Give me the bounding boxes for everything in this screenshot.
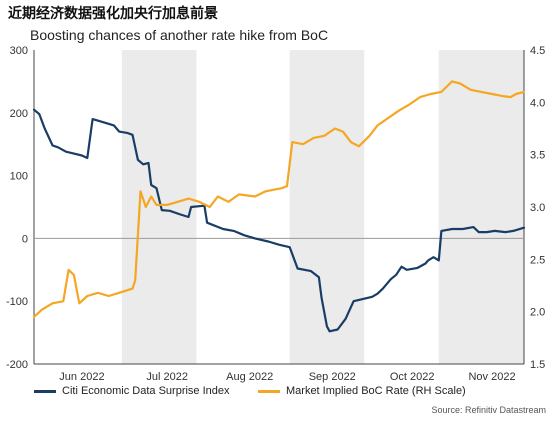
legend-swatch-citi: [34, 389, 56, 393]
legend-item-boc: Market Implied BoC Rate (RH Scale): [258, 385, 466, 397]
x-tick-label: Jul 2022: [146, 371, 188, 383]
x-tick-label: Aug 2022: [226, 371, 273, 383]
chart-axes: [33, 50, 525, 365]
y-left-tick-label: -100: [6, 296, 28, 308]
shaded-period-0: [121, 50, 197, 364]
x-tick-label: Nov 2022: [468, 371, 515, 383]
y-left-tick-label: 0: [22, 233, 28, 245]
chart-subtitle: Boosting chances of another rate hike fr…: [30, 27, 329, 43]
legend-label-boc: Market Implied BoC Rate (RH Scale): [286, 385, 466, 397]
y-left-tick-label: 300: [10, 45, 28, 57]
y-left-tick-label: 100: [10, 171, 28, 183]
chart-title: 近期经济数据强化加央行加息前景: [8, 5, 218, 21]
y-right-tick-label: 4.5: [530, 45, 545, 57]
x-tick-label: Oct 2022: [390, 371, 435, 383]
y-right-tick-label: 4.0: [530, 97, 545, 109]
chart-lines: [32, 80, 526, 333]
y-right-tick-label: 3.0: [530, 202, 545, 214]
source-note: Source: Refinitiv Datastream: [431, 405, 546, 415]
y-left-tick-label: -200: [6, 359, 28, 371]
shaded-period-1: [289, 50, 365, 364]
shaded-periods: [121, 50, 524, 364]
shaded-period-2: [438, 50, 524, 364]
y-right-tick-label: 2.0: [530, 307, 545, 319]
y-right-tick-label: 3.5: [530, 150, 545, 162]
tick-labels: -200 -100 0 100 200 300 1.5 2.0 2.5 3.0 3.5 4.0 4.5 J…: [6, 45, 545, 383]
y-left-tick-label: 200: [10, 108, 28, 120]
legend-label-citi: Citi Economic Data Surprise Index: [62, 385, 230, 397]
y-right-tick-label: 1.5: [530, 359, 545, 371]
series-line-boc: [32, 80, 526, 318]
legend-item-citi: Citi Economic Data Surprise Index: [34, 385, 230, 397]
x-tick-label: Sep 2022: [309, 371, 356, 383]
legend-swatch-boc: [258, 389, 280, 393]
x-tick-label: Jun 2022: [59, 371, 104, 383]
series-line-citi: [32, 108, 526, 333]
y-right-tick-label: 2.5: [530, 254, 545, 266]
